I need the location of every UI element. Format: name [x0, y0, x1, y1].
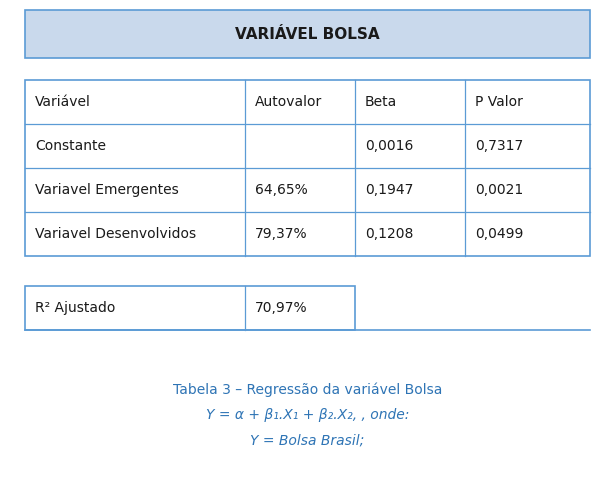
Text: 70,97%: 70,97% — [255, 301, 308, 315]
Text: Variavel Emergentes: Variavel Emergentes — [35, 183, 179, 197]
Text: P Valor: P Valor — [475, 95, 523, 109]
Text: 0,1947: 0,1947 — [365, 183, 413, 197]
Bar — [25, 286, 355, 330]
Text: Variavel Desenvolvidos: Variavel Desenvolvidos — [35, 227, 196, 241]
Bar — [25, 80, 590, 256]
Text: 0,0021: 0,0021 — [475, 183, 523, 197]
Text: Constante: Constante — [35, 139, 106, 153]
Text: 64,65%: 64,65% — [255, 183, 308, 197]
Text: Autovalor: Autovalor — [255, 95, 322, 109]
Text: 0,0016: 0,0016 — [365, 139, 413, 153]
Text: Y = Bolsa Brasil;: Y = Bolsa Brasil; — [250, 433, 365, 447]
Text: 79,37%: 79,37% — [255, 227, 308, 241]
Text: VARIÁVEL BOLSA: VARIÁVEL BOLSA — [235, 27, 380, 42]
Text: Variável: Variável — [35, 95, 91, 109]
Text: 0,1208: 0,1208 — [365, 227, 413, 241]
Text: 0,7317: 0,7317 — [475, 139, 523, 153]
Bar — [25, 10, 590, 58]
Text: Beta: Beta — [365, 95, 397, 109]
Text: Y = α + β₁.X₁ + β₂.X₂, , onde:: Y = α + β₁.X₁ + β₂.X₂, , onde: — [206, 408, 409, 422]
Text: 0,0499: 0,0499 — [475, 227, 523, 241]
Text: Tabela 3 – Regressão da variável Bolsa: Tabela 3 – Regressão da variável Bolsa — [173, 383, 442, 397]
Text: R² Ajustado: R² Ajustado — [35, 301, 116, 315]
